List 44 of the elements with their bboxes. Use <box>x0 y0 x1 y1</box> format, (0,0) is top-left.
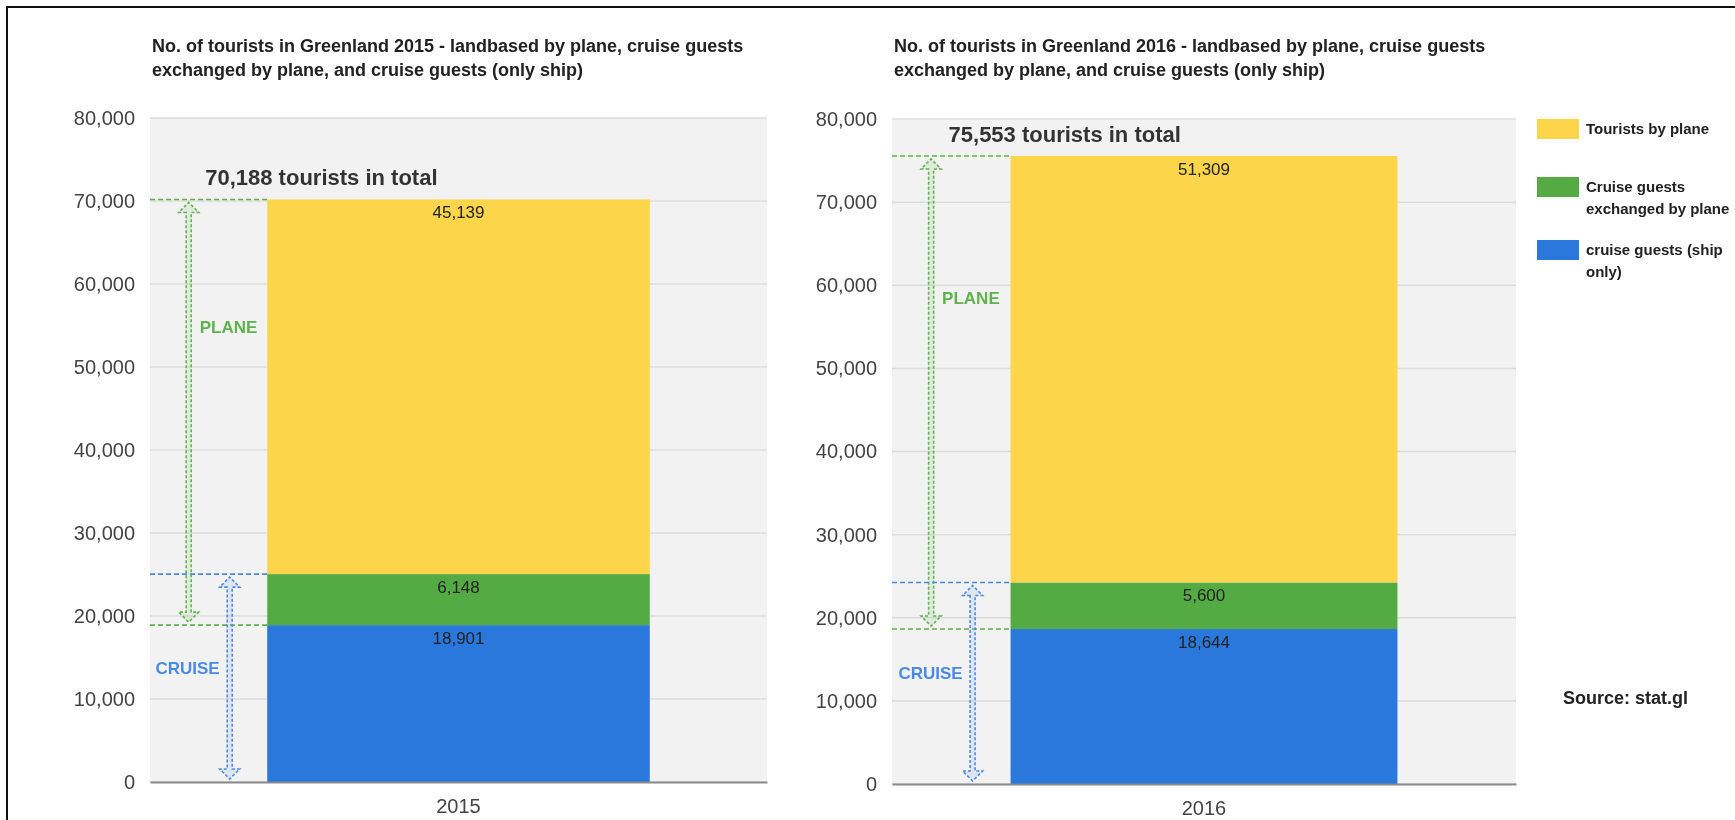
chart-title: No. of tourists in Greenland 2015 - landbased by plane, cruise guests exchanged by plane, and cruise guests (only ship) <box>152 36 744 80</box>
y-tick-label: 0 <box>123 770 135 793</box>
annotation: CRUISE <box>155 658 220 678</box>
y-tick-label: 10,000 <box>73 687 135 710</box>
y-tick-label: 60,000 <box>73 272 135 295</box>
y-tick-label: 70,000 <box>815 191 877 214</box>
data-label: 45,139 <box>432 203 485 223</box>
chart-title: No. of tourists in Greenland 2016 - landbased by plane, cruise guests exchanged by plane, and cruise guests (only ship) <box>894 36 1486 80</box>
data-label: 51,309 <box>1178 159 1230 179</box>
y-tick-label: 80,000 <box>815 107 877 130</box>
legend-label: Tourists by plane <box>1586 120 1710 137</box>
data-label: 18,644 <box>1178 633 1230 653</box>
source-note: Source: stat.gl <box>1563 688 1689 708</box>
bar <box>267 625 650 782</box>
y-tick-label: 40,000 <box>73 438 135 461</box>
y-tick-label: 30,000 <box>73 521 135 544</box>
annotation: PLANE <box>942 288 1000 308</box>
y-tick-label: 70,000 <box>73 189 135 212</box>
y-tick-label: 0 <box>865 772 877 795</box>
annotation: CRUISE <box>898 664 963 684</box>
legend-label: Cruise guests exchanged by plane <box>1586 178 1730 217</box>
y-tick-label: 50,000 <box>815 357 877 380</box>
bar <box>267 199 650 575</box>
bar <box>1010 629 1398 784</box>
data-label: 18,901 <box>432 629 485 649</box>
y-tick-label: 10,000 <box>815 689 877 712</box>
bar <box>1010 155 1398 583</box>
y-tick-label: 80,000 <box>73 106 135 129</box>
x-tick-label: 2016 <box>1181 797 1227 820</box>
data-label: 6,148 <box>437 578 480 598</box>
legend-label: cruise guests (ship only) <box>1586 241 1723 280</box>
y-tick-label: 50,000 <box>73 355 135 378</box>
y-tick-label: 40,000 <box>815 440 877 463</box>
bar <box>267 574 650 626</box>
data-label: 5,600 <box>1182 586 1226 606</box>
annotation: 70,188 tourists in total <box>205 165 438 191</box>
y-tick-label: 20,000 <box>815 606 877 629</box>
y-tick-label: 60,000 <box>815 274 877 297</box>
annotation: PLANE <box>199 318 258 338</box>
y-tick-label: 20,000 <box>73 604 135 627</box>
x-tick-label: 2015 <box>436 795 481 818</box>
annotation: 75,553 tourists in total <box>948 121 1181 147</box>
y-tick-label: 30,000 <box>815 523 877 546</box>
bar <box>1010 582 1398 630</box>
